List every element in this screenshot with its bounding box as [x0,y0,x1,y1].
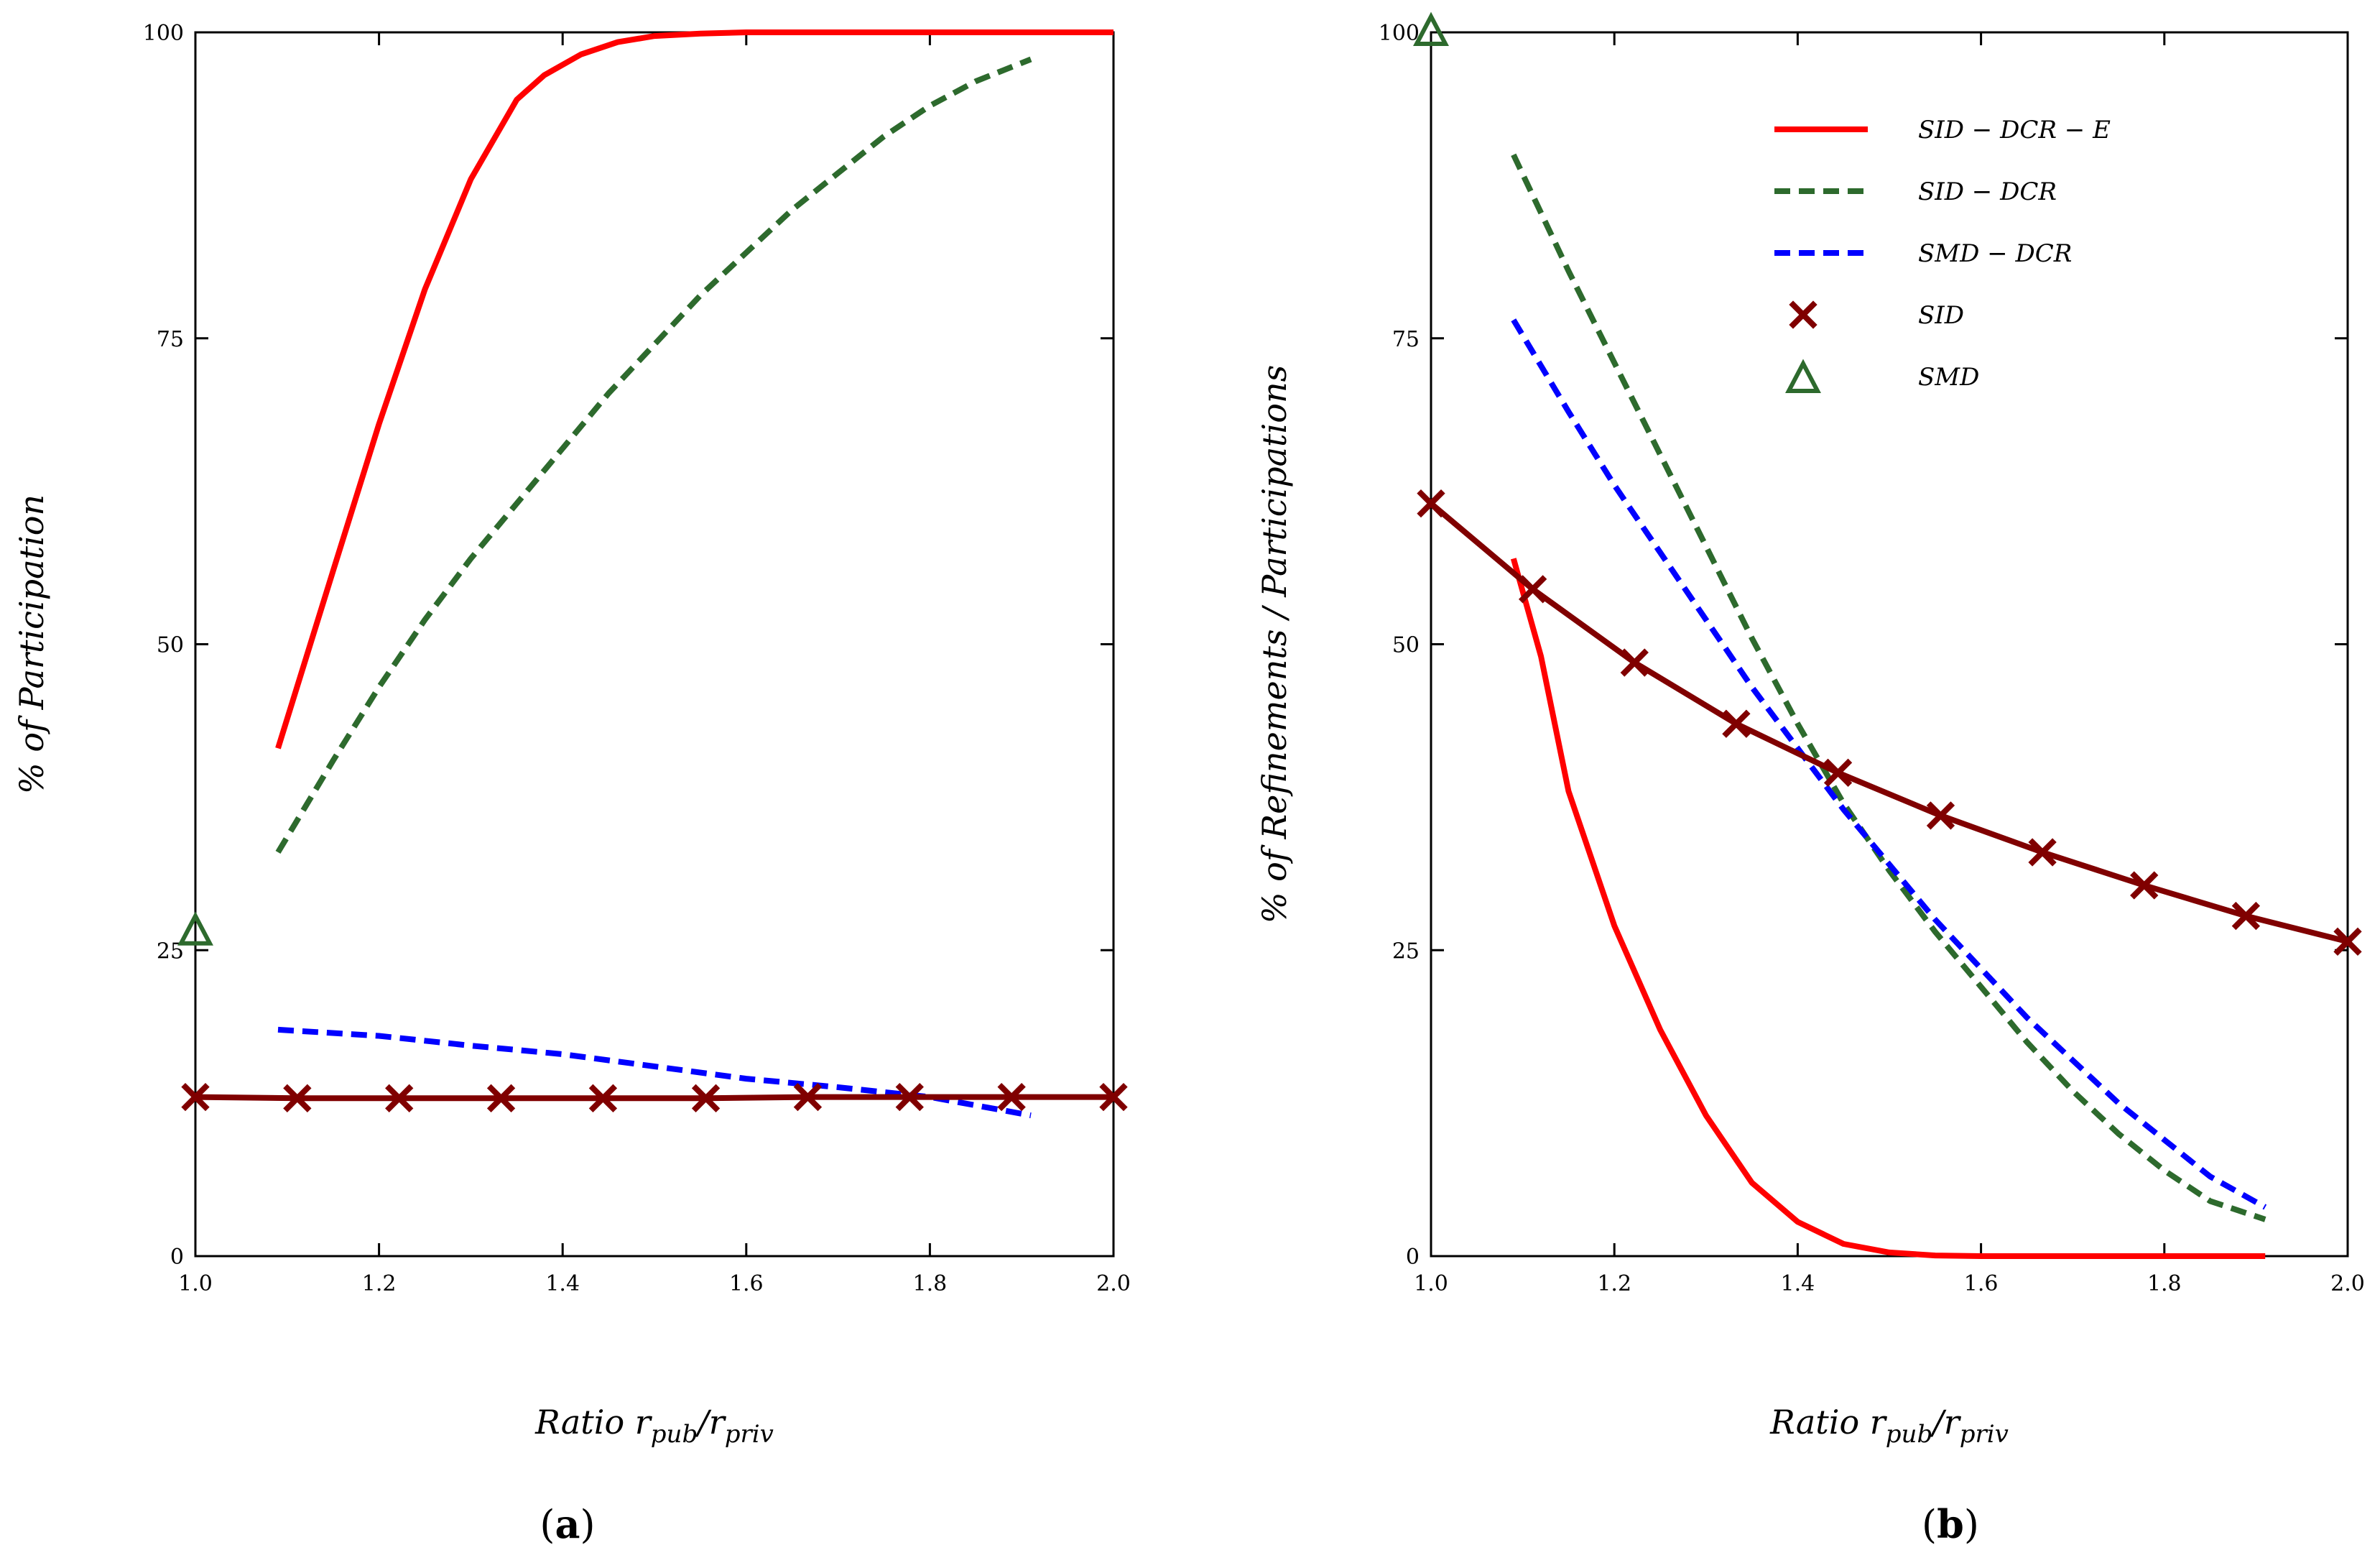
legend-label: SID [1918,301,1964,330]
series-line-smd-dcr [277,1026,1032,1119]
legend-entry-sid-dcr-e: SID − DCR − E [1774,116,2111,144]
y-tick-label: 0 [170,1245,184,1270]
series-sid [181,1082,1128,1112]
y-tick-label: 75 [1392,327,1420,352]
legend-label: SID − DCR [1918,177,2057,206]
data-point [895,1082,924,1112]
series-sid [1417,489,2362,956]
data-point [1099,1082,1128,1112]
data-point [385,1084,414,1112]
series-line-sid [1429,501,2348,945]
data-point [177,911,213,946]
series-line-sid-dcr [275,56,1032,854]
legend-entry-smd: SMD [1785,359,1979,393]
panel-b: 1.0 1.2 1.4 1.6 1.8 2.0 0 25 50 75 100 % of Refinem… [1255,11,2365,1547]
data-point [2028,838,2057,867]
y-tick-label: 0 [1406,1245,1420,1270]
series-smd-dcr [1511,318,2267,1210]
y-axis-label: % of Refinements / Participations [1255,365,1294,923]
plot-frame [194,31,1115,1258]
x-tick-label: 1.4 [545,1271,580,1296]
y-tick-label: 100 [143,21,184,46]
y-tick-label: 25 [1392,939,1420,964]
data-point [486,1084,516,1112]
data-point [1823,758,1853,787]
x-tick-label: 1.8 [913,1271,948,1296]
legend-entry-sid: SID [1789,300,1964,330]
data-point [1413,11,1449,46]
series-sid-dcr-e [275,29,1113,750]
data-point [1722,709,1751,738]
legend-entry-smd-dcr: SMD − DCR [1774,239,2072,268]
data-point [1620,648,1649,677]
data-point [2231,901,2261,931]
panel-label: (b) [1922,1501,1979,1547]
x-tick-label: 1.4 [1781,1271,1815,1296]
y-tick-label: 50 [1392,633,1420,658]
data-point [691,1084,721,1112]
y-tick-label: 75 [157,327,184,352]
y-tick-label: 50 [157,633,184,658]
x-tick-label: 2.0 [2330,1271,2365,1296]
legend-label: SID − DCR − E [1918,116,2111,144]
panel-label: (a) [540,1501,595,1547]
x-tick-label: 1.2 [1597,1271,1631,1296]
x-tick-label: 1.0 [1414,1271,1448,1296]
data-point [1926,801,1955,830]
x-axis-label: Ratio rpub/rpriv [1769,1403,2009,1449]
x-tick-label: 1.8 [2147,1271,2182,1296]
data-point [181,1082,210,1112]
series-line-sid-dcr-e [1510,558,2266,1259]
series-sid-dcr [1511,153,2266,1222]
x-tick-label: 1.0 [178,1271,213,1296]
data-point [793,1082,823,1112]
series-smd [177,911,213,946]
series-sid-dcr [275,56,1032,854]
legend-label: SMD [1918,363,1979,392]
legend: SID − DCR − E SID − DCR SMD − DCR SID SMD [1774,116,2111,393]
x-tick-label: 1.6 [729,1271,764,1296]
series-line-sid-dcr-e [275,29,1113,750]
y-tick-label: 100 [1379,21,1420,46]
series-sid-dcr-e [1510,558,2266,1259]
data-point [2333,927,2362,956]
data-point [1417,489,1445,518]
series-line-smd-dcr [1511,318,2267,1210]
data-point [283,1084,312,1112]
data-point [588,1084,618,1112]
series-smd [1413,11,1449,46]
legend-swatch [1789,300,1818,329]
y-axis-label: % of Participation [12,494,51,794]
x-tick-label: 2.0 [1096,1271,1131,1296]
x-axis-label: Ratio rpub/rpriv [534,1403,774,1449]
data-point [2130,871,2159,900]
series-smd-dcr [277,1026,1032,1119]
x-tick-label: 1.6 [1964,1271,1999,1296]
plot-frame [1430,31,2349,1258]
x-tick-label: 1.2 [362,1271,397,1296]
legend-swatch [1785,359,1821,393]
series-line-sid-dcr [1511,153,2266,1222]
data-point [997,1082,1026,1112]
legend-entry-sid-dcr: SID − DCR [1774,177,2057,206]
legend-label: SMD − DCR [1918,239,2072,268]
data-point [1518,575,1547,604]
series-line-sid [195,1094,1113,1102]
